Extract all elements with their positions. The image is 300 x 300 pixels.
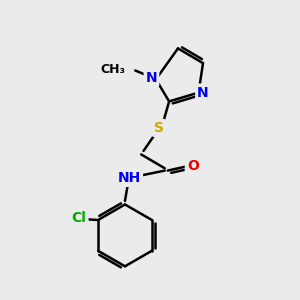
- Text: O: O: [187, 159, 199, 173]
- Text: N: N: [197, 85, 209, 100]
- Text: N: N: [146, 71, 157, 85]
- Text: Cl: Cl: [72, 212, 86, 226]
- Text: S: S: [154, 121, 164, 135]
- Text: NH: NH: [118, 171, 141, 185]
- Text: CH₃: CH₃: [100, 62, 125, 76]
